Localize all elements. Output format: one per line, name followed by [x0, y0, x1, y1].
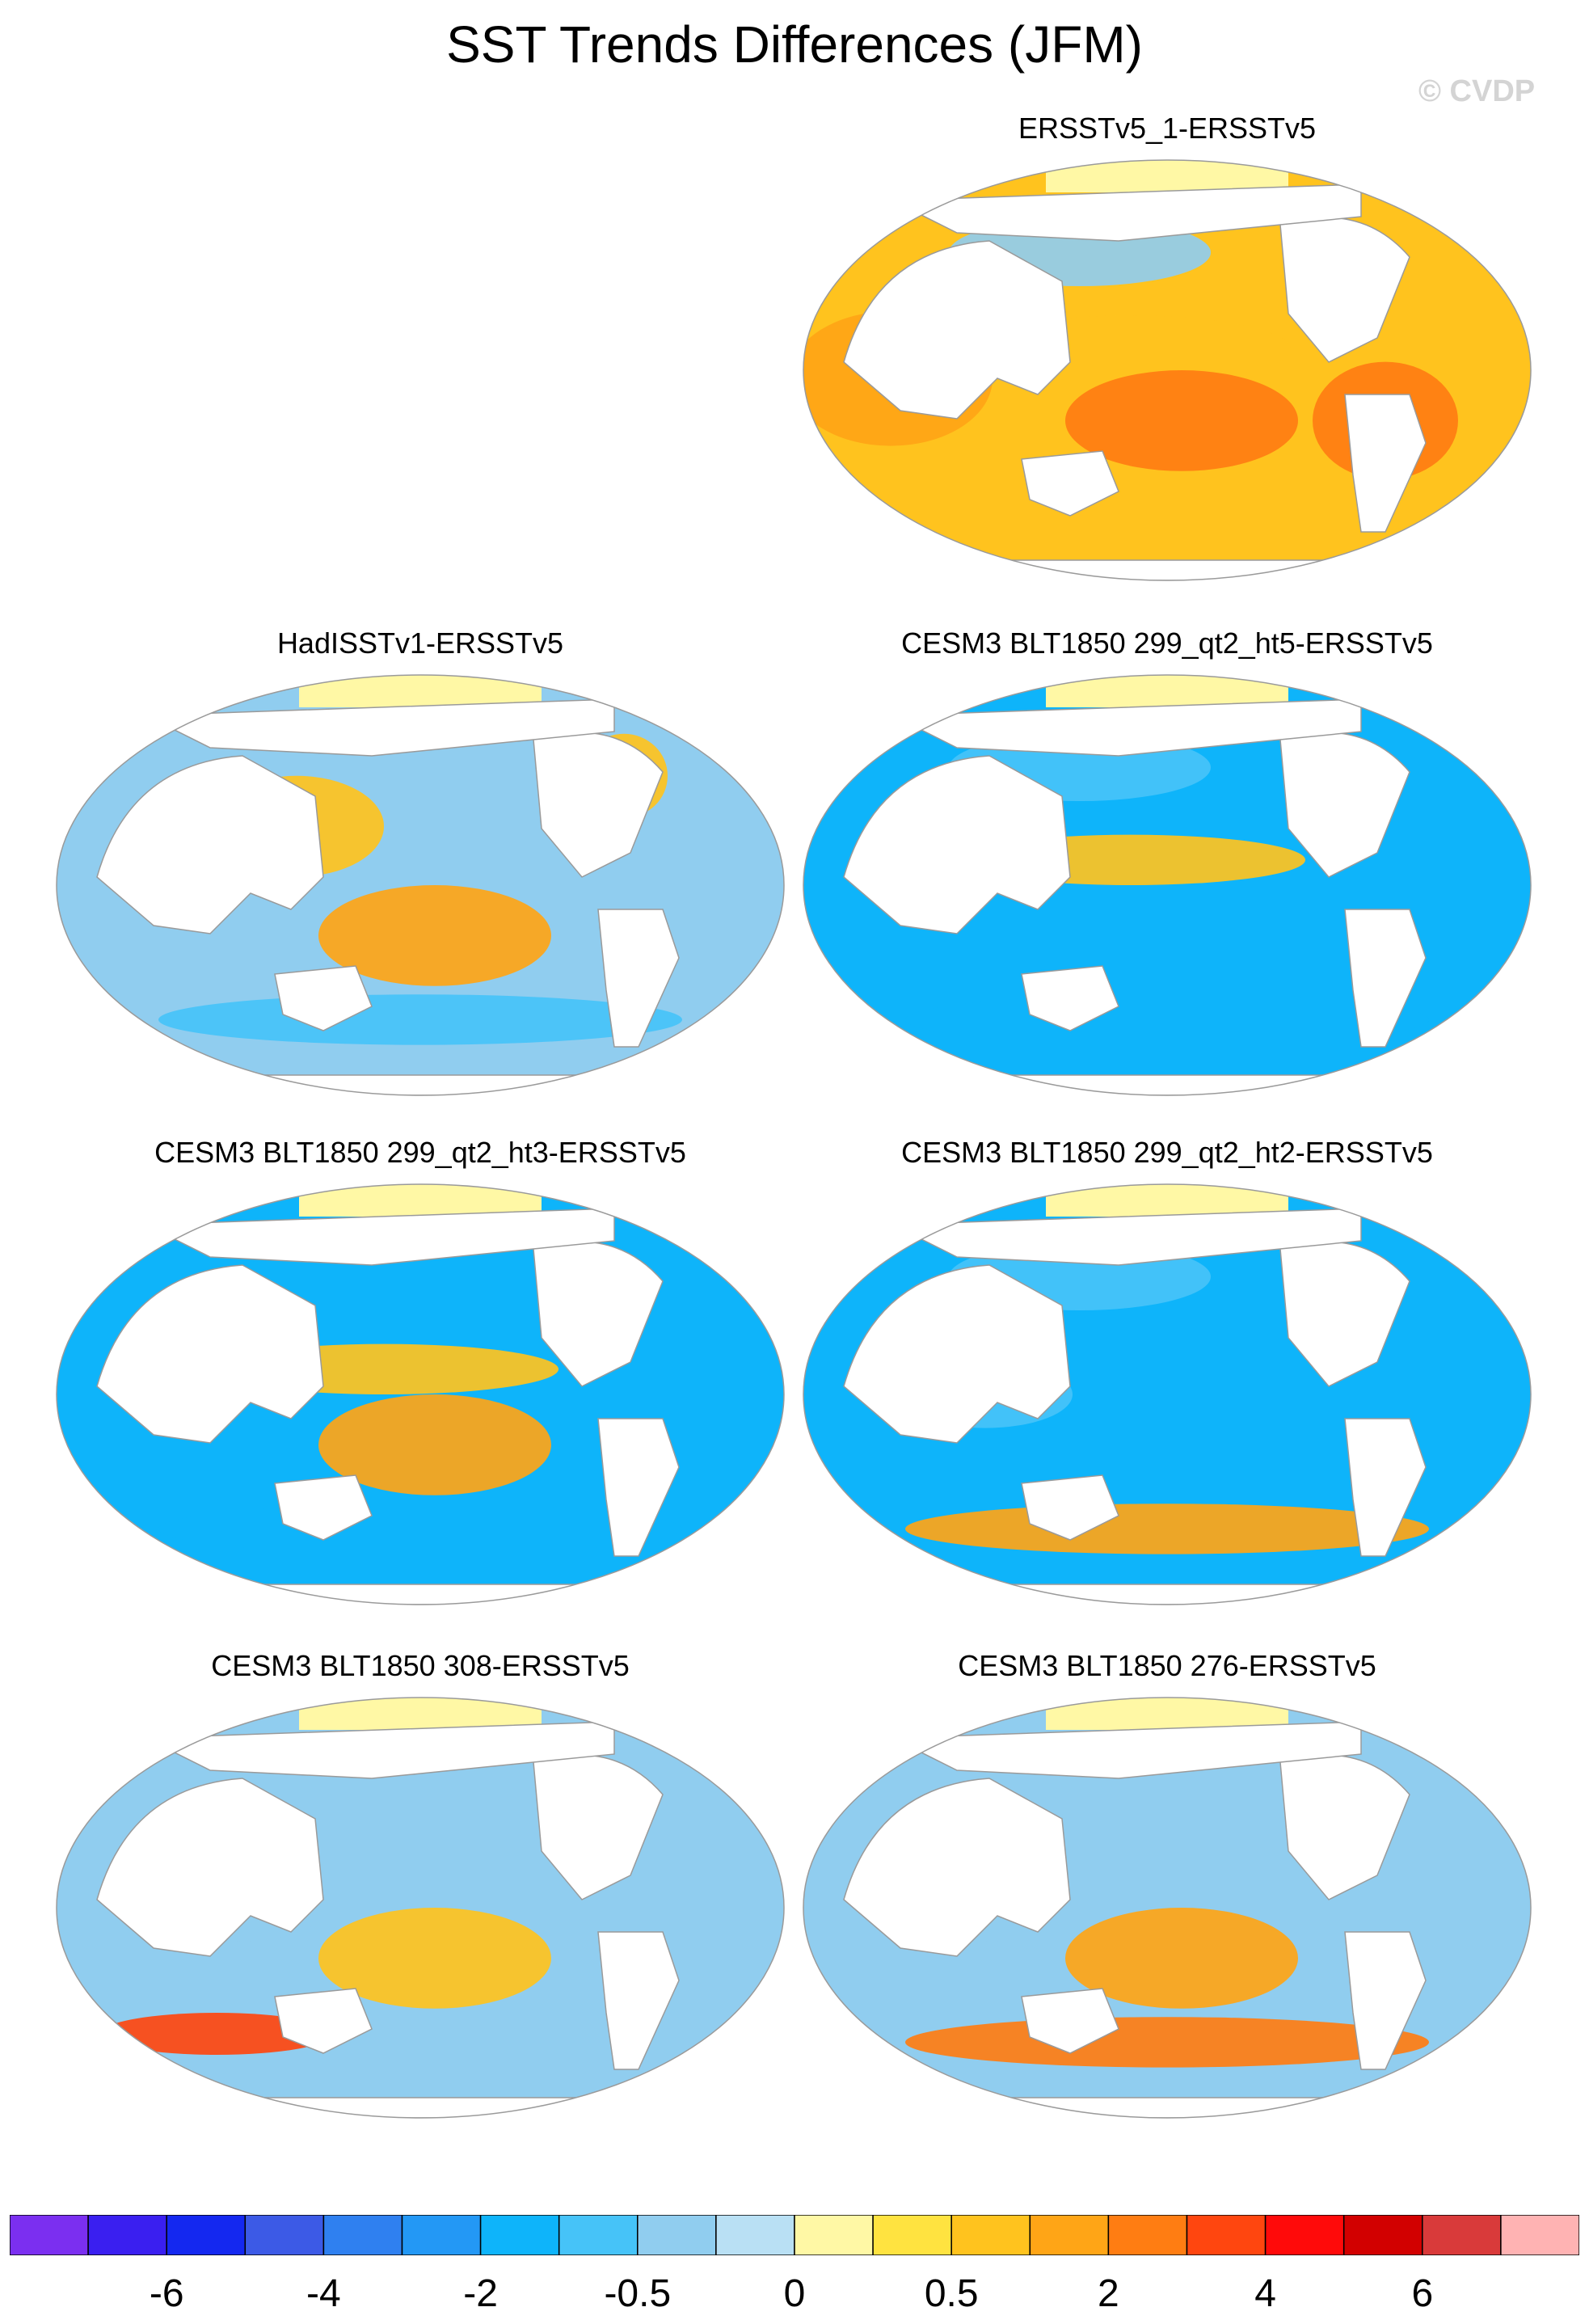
map-outline: [803, 674, 1532, 1096]
anomaly-patch-1: [1065, 370, 1298, 471]
landmass-5: [956, 1584, 1362, 1605]
map-panel-0: ERSSTv5_1-ERSSTv5: [795, 112, 1539, 588]
colorbar-bin-11: [872, 2215, 952, 2255]
landmass-0: [96, 755, 324, 934]
anomaly-patch-0: [100, 2013, 333, 2055]
panel-title-1: HadISSTv1-ERSSTv5: [276, 626, 564, 660]
map-panel-5: CESM3 BLT1850 308-ERSSTv5: [48, 1649, 792, 2126]
colorbar-tick-label-1: -4: [306, 2272, 341, 2315]
copyright-watermark: © CVDP: [1418, 74, 1536, 108]
colorbar-bin-18: [1422, 2215, 1502, 2255]
landmass-0: [843, 240, 1071, 420]
anomaly-patch-1: [1065, 1908, 1298, 2009]
map-panel-1: HadISSTv1-ERSSTv5: [48, 626, 792, 1103]
robinson-map-5: [56, 1697, 785, 2119]
colorbar-bin-13: [1029, 2215, 1110, 2255]
landmass-3: [1344, 1931, 1427, 2070]
colorbar-tick-label-3: -0.5: [604, 2272, 672, 2315]
landmass-3: [1344, 1418, 1427, 1557]
colorbar-bin-15: [1186, 2215, 1267, 2255]
landmass-3: [1344, 394, 1427, 533]
colorbar-bin-7: [558, 2215, 639, 2255]
anomaly-patch-2: [158, 1504, 682, 1554]
robinson-map-0: [803, 159, 1532, 581]
colorbar-bin-19: [1500, 2215, 1579, 2255]
colorbar-tick-label-2: -2: [463, 2272, 498, 2315]
landmass-0: [96, 1778, 324, 1957]
landmass-3: [597, 1931, 680, 2070]
colorbar-bin-5: [401, 2215, 482, 2255]
colorbar-bin-4: [322, 2215, 403, 2255]
landmass-5: [209, 1584, 615, 1605]
map-panel-4: CESM3 BLT1850 299_qt2_ht2-ERSSTv5: [795, 1136, 1539, 1613]
landmass-3: [1344, 909, 1427, 1048]
landmass-3: [597, 1418, 680, 1557]
landmass-5: [956, 2097, 1362, 2118]
colorbar-tick-label-0: -6: [149, 2272, 184, 2315]
landmass-0: [843, 755, 1071, 934]
map-panel-6: CESM3 BLT1850 276-ERSSTv5: [795, 1649, 1539, 2126]
colorbar-bin-9: [715, 2215, 795, 2255]
colorbar-bin-14: [1107, 2215, 1188, 2255]
map-panel-2: CESM3 BLT1850 299_qt2_ht5-ERSSTv5: [795, 626, 1539, 1103]
landmass-5: [209, 1074, 615, 1095]
landmass-1: [1021, 965, 1119, 1031]
landmass-1: [1021, 1988, 1119, 2054]
anomaly-patch-2: [905, 994, 1429, 1045]
figure-title: SST Trends Differences (JFM): [446, 15, 1143, 74]
panel-title-3: CESM3 BLT1850 299_qt2_ht3-ERSSTv5: [154, 1136, 686, 1169]
colorbar-tick-label-7: 4: [1254, 2272, 1276, 2315]
map-outline: [803, 1183, 1532, 1605]
landmass-0: [843, 1264, 1071, 1444]
anomaly-patch-0: [905, 2017, 1429, 2068]
colorbar-bin-8: [637, 2215, 717, 2255]
map-outline: [56, 1183, 785, 1605]
anomaly-patch-1: [318, 1394, 551, 1495]
colorbar-bin-1: [87, 2215, 167, 2255]
colorbar-tick-label-6: 2: [1098, 2272, 1119, 2315]
anomaly-patch-3: [158, 994, 682, 1045]
panel-title-5: CESM3 BLT1850 308-ERSSTv5: [211, 1649, 630, 1682]
robinson-map-3: [56, 1183, 785, 1605]
map-outline: [56, 1697, 785, 2119]
landmass-5: [956, 1074, 1362, 1095]
colorbar-bin-17: [1342, 2215, 1423, 2255]
map-panel-3: CESM3 BLT1850 299_qt2_ht3-ERSSTv5: [48, 1136, 792, 1613]
landmass-5: [209, 2097, 615, 2118]
robinson-map-2: [803, 674, 1532, 1096]
panel-title-0: ERSSTv5_1-ERSSTv5: [1018, 112, 1317, 145]
map-outline: [803, 1697, 1532, 2119]
robinson-map-6: [803, 1697, 1532, 2119]
anomaly-patch-1: [318, 1908, 551, 2009]
colorbar-tick-label-4: 0: [783, 2272, 806, 2315]
landmass-1: [1021, 450, 1119, 517]
landmass-0: [843, 1778, 1071, 1957]
colorbar-tick-label-5: 0.5: [924, 2272, 979, 2315]
landmass-1: [274, 965, 373, 1031]
colorbar-bin-12: [950, 2215, 1031, 2255]
anomaly-patch-0: [905, 1504, 1429, 1554]
landmass-1: [274, 1988, 373, 2054]
colorbar: [10, 2215, 1579, 2255]
robinson-map-4: [803, 1183, 1532, 1605]
colorbar-tick-label-8: 6: [1411, 2272, 1434, 2315]
landmass-3: [597, 909, 680, 1048]
colorbar-bin-6: [479, 2215, 560, 2255]
panel-title-4: CESM3 BLT1850 299_qt2_ht2-ERSSTv5: [901, 1136, 1433, 1169]
landmass-5: [956, 559, 1362, 580]
colorbar-bin-0: [10, 2215, 89, 2255]
landmass-1: [1021, 1474, 1119, 1541]
colorbar-bin-2: [166, 2215, 247, 2255]
landmass-0: [96, 1264, 324, 1444]
colorbar-bin-16: [1264, 2215, 1345, 2255]
map-outline: [803, 159, 1532, 581]
map-outline: [56, 674, 785, 1096]
anomaly-patch-0: [318, 885, 551, 986]
colorbar-bin-10: [794, 2215, 874, 2255]
landmass-1: [274, 1474, 373, 1541]
robinson-map-1: [56, 674, 785, 1096]
colorbar-bin-3: [244, 2215, 325, 2255]
panel-title-2: CESM3 BLT1850 299_qt2_ht5-ERSSTv5: [901, 626, 1433, 660]
panel-title-6: CESM3 BLT1850 276-ERSSTv5: [958, 1649, 1376, 1682]
